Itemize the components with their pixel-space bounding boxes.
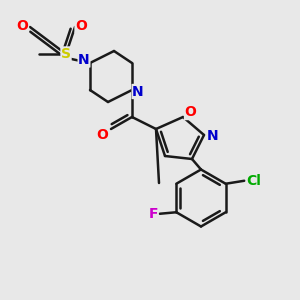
Text: F: F [148,207,158,221]
Text: N: N [78,53,90,67]
Text: O: O [75,19,87,32]
Text: S: S [61,47,71,61]
Text: Cl: Cl [246,174,261,188]
Text: O: O [16,19,28,32]
Text: O: O [184,106,196,119]
Text: N: N [207,130,219,143]
Text: N: N [132,85,144,98]
Text: O: O [96,128,108,142]
